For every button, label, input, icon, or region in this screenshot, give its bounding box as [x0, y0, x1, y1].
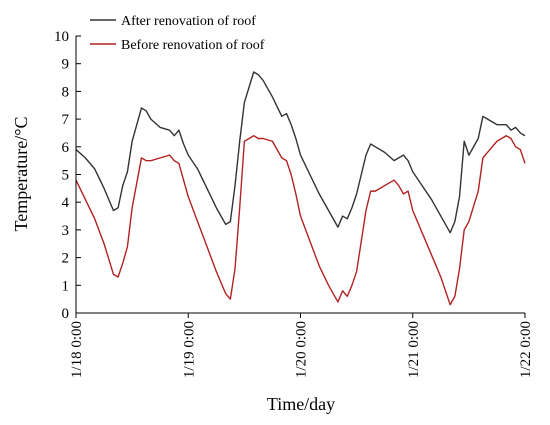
y-axis-title: Temperature/°C	[11, 117, 31, 232]
y-tick-label: 3	[62, 223, 70, 239]
legend: After renovation of roof Before renovatio…	[90, 14, 265, 53]
legend-label-before-renovation: Before renovation of roof	[121, 38, 265, 53]
x-tick-label: 1/22 0:00	[518, 321, 534, 378]
x-tick-label: 1/20 0:00	[294, 321, 310, 378]
y-tick-label: 9	[62, 57, 70, 73]
y-tick-label: 8	[62, 84, 70, 100]
y-axis-ticks: 0 1 2 3 4 5 6 7 8 9 10	[54, 29, 81, 322]
x-tick-label: 1/18 0:00	[69, 321, 85, 378]
x-axis-title: Time/day	[267, 394, 335, 414]
series-line-before-renovation	[75, 135, 526, 306]
y-tick-label: 1	[62, 278, 70, 294]
y-tick-label: 10	[54, 29, 69, 45]
x-tick-label: 1/19 0:00	[181, 321, 197, 378]
plot-lines	[75, 71, 526, 306]
x-axis-ticks: 1/18 0:00 1/19 0:00 1/20 0:00 1/21 0:00 1/22…	[69, 313, 534, 378]
legend-label-after-renovation: After renovation of roof	[121, 14, 256, 29]
axes	[75, 36, 525, 314]
series-line-after-renovation	[75, 71, 526, 234]
y-tick-label: 7	[62, 112, 70, 128]
y-tick-label: 2	[62, 251, 70, 267]
y-tick-label: 6	[62, 140, 70, 156]
y-tick-label: 4	[62, 195, 70, 211]
x-tick-label: 1/21 0:00	[406, 321, 422, 378]
y-tick-label: 0	[62, 306, 70, 322]
y-tick-label: 5	[62, 168, 70, 184]
